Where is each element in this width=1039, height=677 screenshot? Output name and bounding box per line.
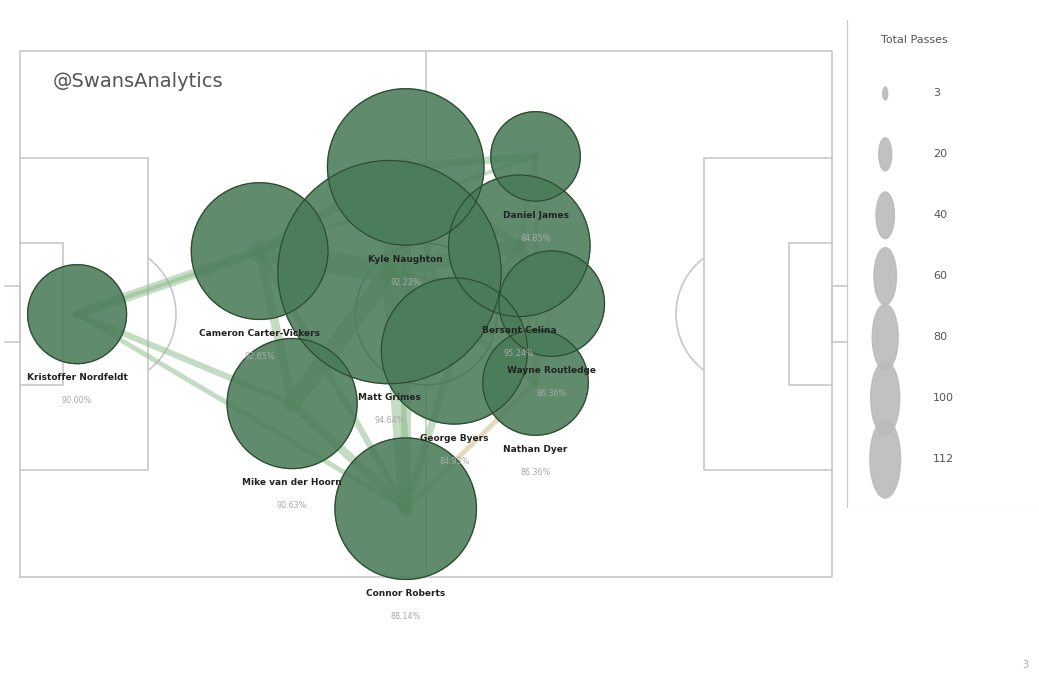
Text: 92.65%: 92.65%	[244, 352, 275, 361]
Circle shape	[449, 175, 590, 317]
Text: 86.36%: 86.36%	[521, 468, 551, 477]
Text: 94.64%: 94.64%	[374, 416, 404, 425]
Circle shape	[883, 87, 887, 100]
Circle shape	[191, 183, 328, 320]
Text: Connor Roberts: Connor Roberts	[366, 589, 446, 598]
Text: Bersant Celina: Bersant Celina	[482, 326, 557, 335]
Circle shape	[872, 304, 899, 370]
Text: 112: 112	[933, 454, 955, 464]
Circle shape	[28, 265, 127, 364]
Circle shape	[327, 89, 484, 245]
Text: Daniel James: Daniel James	[503, 211, 568, 220]
Circle shape	[499, 251, 605, 356]
Text: 84.93%: 84.93%	[439, 456, 470, 466]
Text: 95.24%: 95.24%	[504, 349, 535, 358]
Text: @SwansAnalytics: @SwansAnalytics	[53, 72, 223, 91]
Circle shape	[483, 330, 588, 435]
Circle shape	[874, 248, 897, 305]
Text: Mike van der Hoorn: Mike van der Hoorn	[242, 479, 342, 487]
Circle shape	[876, 192, 895, 238]
Circle shape	[228, 338, 357, 468]
Text: George Byers: George Byers	[420, 434, 488, 443]
Text: 40: 40	[933, 211, 948, 220]
Circle shape	[381, 278, 528, 424]
Text: 100: 100	[933, 393, 954, 403]
Text: 20: 20	[933, 150, 948, 159]
Circle shape	[870, 420, 901, 498]
Circle shape	[879, 138, 891, 171]
Text: Kristoffer Nordfeldt: Kristoffer Nordfeldt	[27, 374, 128, 383]
Text: 86.36%: 86.36%	[536, 389, 567, 398]
Text: 3: 3	[1022, 660, 1029, 670]
Text: Total Passes: Total Passes	[881, 35, 948, 45]
Text: 84.85%: 84.85%	[521, 234, 551, 242]
Text: Kyle Naughton: Kyle Naughton	[369, 255, 443, 264]
Text: 80: 80	[933, 332, 948, 342]
Text: 90.00%: 90.00%	[62, 396, 92, 405]
Text: Cameron Carter-Vickers: Cameron Carter-Vickers	[199, 329, 320, 338]
Text: Matt Grimes: Matt Grimes	[358, 393, 421, 402]
Circle shape	[871, 362, 900, 435]
Text: 60: 60	[933, 271, 948, 281]
Circle shape	[335, 438, 477, 580]
Text: 88.14%: 88.14%	[391, 612, 421, 621]
Circle shape	[277, 160, 501, 384]
Text: 3: 3	[933, 89, 940, 98]
Text: 92.22%: 92.22%	[391, 278, 421, 286]
Text: 90.63%: 90.63%	[277, 501, 308, 510]
Text: Nathan Dyer: Nathan Dyer	[503, 445, 567, 454]
Text: Wayne Routledge: Wayne Routledge	[507, 366, 596, 375]
Circle shape	[490, 112, 581, 201]
